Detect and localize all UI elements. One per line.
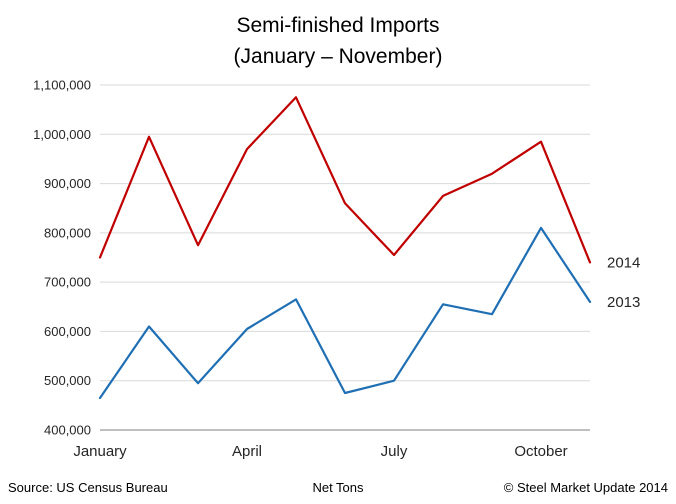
chart-footer: Source: US Census Bureau Net Tons © Stee… <box>0 480 676 496</box>
copyright-note: © Steel Market Update 2014 <box>503 480 668 495</box>
y-axis-tick-label: 1,100,000 <box>33 78 91 93</box>
y-axis-tick-label: 1,000,000 <box>33 127 91 142</box>
series-line-2014 <box>98 96 592 264</box>
series-label-2014: 2014 <box>607 254 640 271</box>
line-chart: 400,000 500,000 600,000 700,000 800,000 900,0… <box>33 78 640 461</box>
y-axis-tick-label: 400,000 <box>44 423 91 438</box>
y-axis-tick-label: 900,000 <box>44 176 91 191</box>
y-axis-tick-label: 700,000 <box>44 275 91 290</box>
y-axis-tick-label: 500,000 <box>44 373 91 388</box>
chart-title-line2: (January – November) <box>233 45 443 68</box>
x-axis-tick-label: July <box>381 443 408 460</box>
x-axis-tick-label: April <box>232 443 262 460</box>
series-line-2013 <box>98 226 592 400</box>
x-axis-tick-label: October <box>514 443 567 460</box>
y-axis-tick-label: 600,000 <box>44 324 91 339</box>
series-label-2013: 2013 <box>607 294 640 311</box>
units-label: Net Tons <box>312 480 364 495</box>
x-axis-tick-label: January <box>73 443 127 460</box>
source-note: Source: US Census Bureau <box>8 480 168 495</box>
y-axis-tick-label: 800,000 <box>44 225 91 240</box>
chart-title: Semi-finished Imports (January – Novembe… <box>0 10 676 72</box>
chart-title-line1: Semi-finished Imports <box>236 14 440 37</box>
